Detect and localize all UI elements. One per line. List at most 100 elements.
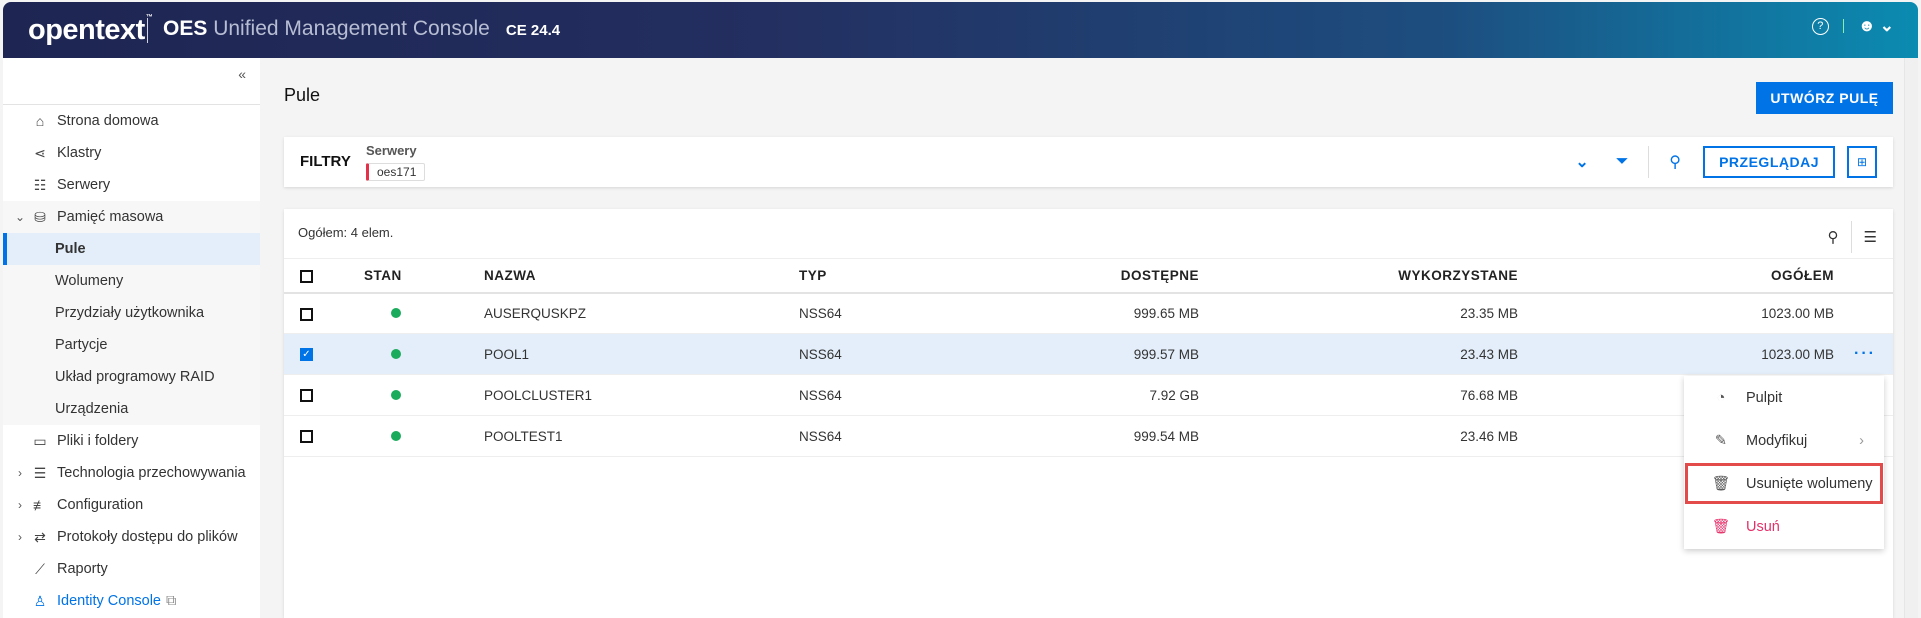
sidebar-item-software-raid[interactable]: Układ programowy RAID bbox=[3, 361, 260, 393]
chevron-down-icon: ⌄ bbox=[1879, 16, 1894, 35]
sidebar-item-label: Identity Console bbox=[57, 593, 161, 609]
select-all-checkbox[interactable] bbox=[300, 269, 313, 283]
sidebar-item-storage[interactable]: ⌄ ⛁ Pamięć masowa bbox=[3, 201, 260, 233]
home-icon: ⌂ bbox=[35, 113, 45, 129]
column-settings-icon[interactable]: ☰ bbox=[1863, 229, 1877, 246]
sidebar-item-clusters[interactable]: ⋖ Klastry bbox=[3, 137, 260, 169]
column-header-type[interactable]: TYP bbox=[799, 258, 999, 294]
pool-name[interactable]: POOLTEST1 bbox=[484, 415, 799, 457]
pool-used: 23.43 MB bbox=[1199, 333, 1518, 375]
row-checkbox[interactable] bbox=[300, 430, 313, 444]
sidebar-item-devices[interactable]: Urządzenia bbox=[3, 393, 260, 425]
sliders-icon: ≢ bbox=[33, 497, 47, 513]
version-label: CE 24.4 bbox=[505, 22, 561, 39]
column-header-available[interactable]: DOSTĘPNE bbox=[999, 258, 1199, 294]
sidebar-item-home[interactable]: ⌂ Strona domowa bbox=[3, 105, 260, 137]
row-actions-button[interactable]: ··· bbox=[1854, 345, 1876, 362]
chart-icon: ⟋ bbox=[35, 560, 45, 577]
tree-icon: ⊞ bbox=[1856, 155, 1868, 169]
sidebar-item-label: Pliki i foldery bbox=[57, 433, 139, 449]
pool-used: 23.46 MB bbox=[1199, 415, 1518, 457]
sidebar-item-label: Pule bbox=[55, 241, 86, 257]
sidebar-item-storage-tech[interactable]: › ☰ Technologia przechowywania bbox=[3, 457, 260, 489]
sidebar-item-reports[interactable]: ⟋ Raporty bbox=[3, 553, 260, 585]
filter-bar: FILTRY Serwery oes171 ⌄ ⏷ ⚲ PRZEGLĄDAJ ⊞ bbox=[284, 137, 1893, 187]
row-context-menu: ◔ Pulpit ✎ Modyfikuj › 🗑 Usunięte wolumeny 🗑… bbox=[1684, 376, 1884, 549]
search-icon[interactable]: ⚲ bbox=[1669, 154, 1681, 171]
sidebar-item-file-protocols[interactable]: › ⇄ Protokoły dostępu do plików bbox=[3, 521, 260, 553]
pool-name[interactable]: AUSERQUSKPZ bbox=[484, 292, 799, 334]
sidebar-item-label: Pamięć masowa bbox=[57, 209, 164, 225]
row-checkbox[interactable] bbox=[300, 389, 313, 403]
pool-type: NSS64 bbox=[799, 333, 999, 375]
column-header-status[interactable]: STAN bbox=[350, 258, 484, 294]
total-count: Ogółem: 4 elem. bbox=[298, 225, 394, 240]
trash-icon: 🗑 bbox=[1711, 476, 1731, 492]
menu-item-deleted-volumes[interactable]: 🗑 Usunięte wolumeny bbox=[1684, 462, 1884, 505]
chevron-down-icon[interactable]: ⌄ bbox=[1575, 154, 1589, 171]
menu-item-modify[interactable]: ✎ Modyfikuj › bbox=[1684, 419, 1884, 462]
column-header-name[interactable]: NAZWA bbox=[484, 258, 799, 294]
table-row[interactable]: AUSERQUSKPZ NSS64 999.65 MB 23.35 MB 102… bbox=[284, 292, 1893, 334]
pool-type: NSS64 bbox=[799, 374, 999, 416]
sidebar-item-label: Technologia przechowywania bbox=[57, 465, 246, 481]
menu-item-label: Pulpit bbox=[1746, 389, 1783, 406]
sidebar-item-label: Urządzenia bbox=[55, 401, 129, 417]
page-scrollbar[interactable] bbox=[1904, 58, 1918, 618]
divider bbox=[1850, 221, 1852, 253]
server-icon: ☷ bbox=[33, 176, 47, 193]
column-header-total[interactable]: OGÓŁEM bbox=[1518, 258, 1834, 294]
clear-filter-icon[interactable]: ⏷ bbox=[1615, 153, 1629, 170]
trash-icon: 🗑 bbox=[1711, 519, 1731, 535]
create-pool-button[interactable]: UTWÓRZ PULĘ bbox=[1756, 82, 1893, 114]
browse-button[interactable]: PRZEGLĄDAJ bbox=[1703, 146, 1835, 178]
sidebar-item-volumes[interactable]: Wolumeny bbox=[3, 265, 260, 297]
header-divider bbox=[147, 18, 148, 43]
pool-available: 999.65 MB bbox=[999, 292, 1199, 334]
column-header-used[interactable]: WYKORZYSTANE bbox=[1199, 258, 1518, 294]
menu-item-delete[interactable]: 🗑 Usuń bbox=[1684, 505, 1884, 548]
pools-table-card: Ogółem: 4 elem. ⚲ ☰ STAN NAZWA TYP DOSTĘ… bbox=[284, 209, 1893, 618]
table-row[interactable]: ✓ POOL1 NSS64 999.57 MB 23.43 MB 1023.00… bbox=[284, 333, 1893, 375]
menu-item-label: Usunięte wolumeny bbox=[1746, 475, 1873, 492]
menu-item-label: Modyfikuj bbox=[1746, 432, 1808, 449]
pool-name[interactable]: POOLCLUSTER1 bbox=[484, 374, 799, 416]
help-icon[interactable]: ? bbox=[1811, 17, 1829, 35]
row-checkbox[interactable]: ✓ bbox=[300, 348, 313, 362]
app-title: OES Unified Management Console bbox=[163, 17, 490, 40]
sidebar-item-label: Protokoły dostępu do plików bbox=[57, 529, 238, 545]
chevron-right-icon: › bbox=[18, 498, 22, 512]
app-header: opentext™ OES Unified Management Console… bbox=[3, 2, 1918, 58]
header-divider bbox=[1842, 19, 1844, 33]
server-filter-chip[interactable]: oes171 bbox=[366, 163, 426, 181]
user-menu-button[interactable]: ☻ ⌄ bbox=[1857, 16, 1894, 35]
sidebar-item-identity-console[interactable]: ♙ Identity Console ⧉ bbox=[3, 585, 260, 617]
sidebar-item-user-quotas[interactable]: Przydziały użytkownika bbox=[3, 297, 260, 329]
pool-name[interactable]: POOL1 bbox=[484, 333, 799, 375]
sidebar: « ⌂ Strona domowa ⋖ Klastry ☷ Serwery ⌄ ⛁ Pam… bbox=[3, 58, 260, 618]
sidebar-item-servers[interactable]: ☷ Serwery bbox=[3, 169, 260, 201]
sidebar-item-partitions[interactable]: Partycje bbox=[3, 329, 260, 361]
sidebar-item-files-folders[interactable]: ▭ Pliki i foldery bbox=[3, 425, 260, 457]
pool-available: 7.92 GB bbox=[999, 374, 1199, 416]
table-row[interactable]: POOLCLUSTER1 NSS64 7.92 GB 76.68 MB bbox=[284, 374, 1893, 416]
sidebar-item-label: Przydziały użytkownika bbox=[55, 305, 205, 321]
pool-type: NSS64 bbox=[799, 292, 999, 334]
collapse-sidebar-button[interactable]: « bbox=[238, 66, 246, 82]
pool-used: 23.35 MB bbox=[1199, 292, 1518, 334]
sidebar-item-configuration[interactable]: › ≢ Configuration bbox=[3, 489, 260, 521]
chevron-right-icon: › bbox=[18, 530, 22, 544]
row-checkbox[interactable] bbox=[300, 307, 313, 321]
menu-item-dashboard[interactable]: ◔ Pulpit bbox=[1684, 376, 1884, 419]
search-icon[interactable]: ⚲ bbox=[1827, 229, 1839, 246]
folder-icon: ▭ bbox=[33, 432, 47, 449]
table-header-row: STAN NAZWA TYP DOSTĘPNE WYKORZYSTANE OGÓ… bbox=[284, 258, 1893, 294]
tree-view-button[interactable]: ⊞ bbox=[1847, 146, 1877, 178]
storage-icon: ☰ bbox=[33, 464, 47, 481]
external-link-icon: ⧉ bbox=[165, 593, 177, 609]
page-title: Pule bbox=[284, 85, 321, 105]
table-row[interactable]: POOLTEST1 NSS64 999.54 MB 23.46 MB bbox=[284, 415, 1893, 457]
chevron-down-icon: ⌄ bbox=[14, 210, 26, 224]
pool-available: 999.54 MB bbox=[999, 415, 1199, 457]
sidebar-item-pools[interactable]: Pule bbox=[3, 233, 260, 265]
